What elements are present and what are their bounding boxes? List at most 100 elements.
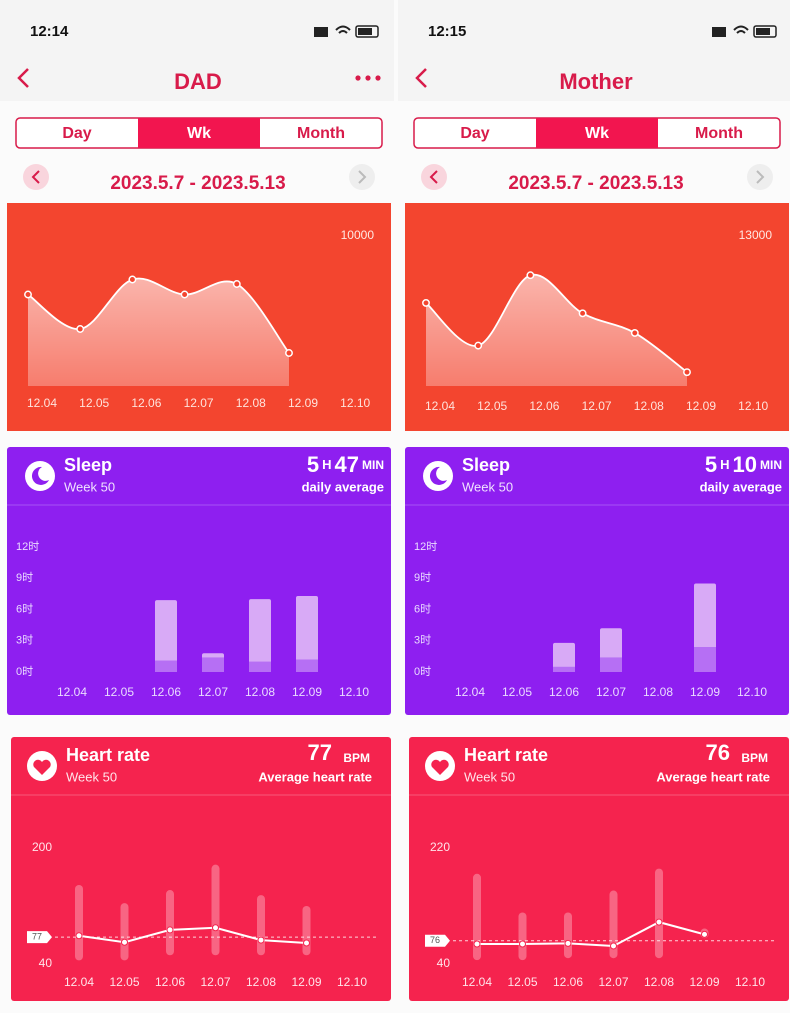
x-tick-label: 12.04 bbox=[57, 685, 87, 699]
x-tick-label: 12.10 bbox=[339, 685, 369, 699]
menu-dot[interactable] bbox=[355, 75, 361, 81]
x-tick-label: 12.10 bbox=[340, 396, 370, 410]
tab-label[interactable]: Wk bbox=[187, 125, 211, 142]
heart-point bbox=[564, 939, 572, 947]
moon-glyph bbox=[31, 466, 49, 485]
x-tick-label: 12.07 bbox=[598, 975, 628, 989]
battery-icon bbox=[753, 25, 777, 38]
x-tick-label: 12.05 bbox=[104, 685, 134, 699]
x-tick-label: 12.07 bbox=[198, 685, 228, 699]
sleep-average-part: 10 bbox=[733, 452, 757, 477]
sleep-bar bbox=[155, 600, 177, 672]
deep-sleep-bar bbox=[694, 647, 716, 672]
deep-sleep-bar bbox=[600, 657, 622, 672]
average-tag-label: 77 bbox=[32, 932, 42, 942]
tab-active[interactable] bbox=[138, 118, 260, 148]
range-bar bbox=[257, 895, 265, 956]
sleep-icon bbox=[25, 461, 55, 491]
heart-unit: BPM bbox=[741, 751, 768, 765]
y-tick-label: 0时 bbox=[414, 665, 431, 678]
heart-point bbox=[303, 939, 310, 947]
sleep-average-part: 47 bbox=[335, 452, 359, 477]
sleep-average-part: 5 bbox=[705, 452, 717, 477]
tab-label[interactable]: Day bbox=[460, 125, 489, 142]
x-tick-label: 12.09 bbox=[689, 975, 719, 989]
heart-note: Average heart rate bbox=[656, 769, 770, 784]
x-tick-label: 12.06 bbox=[155, 975, 185, 989]
x-tick-label: 12.06 bbox=[553, 975, 583, 989]
x-tick-label: 12.06 bbox=[529, 399, 559, 413]
steps-point bbox=[76, 325, 85, 333]
menu-dot[interactable] bbox=[365, 75, 371, 81]
x-tick-label: 12.04 bbox=[64, 975, 94, 989]
sleep-bar bbox=[296, 595, 318, 672]
date-range: 2023.5.7 - 2023.5.13 bbox=[110, 173, 285, 194]
tab-active[interactable] bbox=[536, 118, 658, 148]
average-tag bbox=[27, 931, 52, 944]
heart-average: 77 bbox=[308, 740, 332, 765]
heart-point bbox=[519, 940, 526, 948]
moon-glyph bbox=[429, 466, 447, 485]
next-button[interactable] bbox=[349, 164, 375, 190]
x-tick-label: 12.05 bbox=[502, 685, 532, 699]
steps-point bbox=[683, 368, 691, 377]
y-tick-label: 13000 bbox=[739, 228, 773, 242]
heart-title: Heart rate bbox=[464, 745, 548, 765]
heart-point bbox=[75, 932, 83, 940]
prev-button[interactable] bbox=[421, 164, 447, 190]
next-chevron bbox=[358, 170, 367, 184]
range-bar bbox=[120, 903, 129, 961]
sleep-average-part: MIN bbox=[760, 458, 782, 472]
y-tick-label: 12时 bbox=[414, 540, 437, 553]
steps-card bbox=[405, 203, 789, 431]
wifi-icon bbox=[733, 25, 749, 34]
tab-label[interactable]: Month bbox=[297, 125, 345, 142]
x-tick-label: 12.09 bbox=[686, 399, 716, 413]
sleep-icon bbox=[423, 461, 453, 491]
x-tick-label: 12.09 bbox=[288, 396, 318, 410]
range-bar bbox=[518, 912, 527, 961]
heart-subtitle: Week 50 bbox=[66, 769, 117, 784]
sleep-subtitle: Week 50 bbox=[462, 479, 513, 494]
prev-button[interactable] bbox=[23, 164, 49, 190]
sleep-card bbox=[405, 447, 789, 715]
menu-dot[interactable] bbox=[375, 75, 381, 81]
heart-point bbox=[655, 918, 663, 926]
next-chevron bbox=[756, 170, 765, 184]
tab-label[interactable]: Wk bbox=[585, 125, 609, 142]
range-bar bbox=[564, 912, 572, 959]
sleep-bar bbox=[553, 642, 575, 672]
steps-area bbox=[426, 274, 687, 386]
tab-label[interactable]: Day bbox=[62, 125, 91, 142]
next-button[interactable] bbox=[747, 164, 773, 190]
range-bar bbox=[211, 864, 220, 956]
steps-area bbox=[28, 278, 289, 386]
x-tick-label: 12.07 bbox=[200, 975, 230, 989]
signal-icon bbox=[314, 27, 328, 37]
x-tick-label: 12.04 bbox=[455, 685, 485, 699]
steps-point bbox=[285, 349, 293, 357]
status-time: 12:14 bbox=[30, 23, 69, 40]
tab-label[interactable]: Month bbox=[695, 125, 743, 142]
status-bar bbox=[0, 0, 394, 101]
deep-sleep-bar bbox=[202, 657, 224, 672]
wifi-icon bbox=[335, 25, 351, 34]
x-tick-label: 12.08 bbox=[245, 685, 275, 699]
x-tick-label: 12.08 bbox=[634, 399, 664, 413]
heart-subtitle: Week 50 bbox=[464, 769, 515, 784]
steps-point bbox=[526, 271, 535, 280]
steps-line bbox=[425, 273, 688, 373]
back-button[interactable] bbox=[415, 68, 427, 88]
heart-point bbox=[610, 942, 617, 950]
x-tick-label: 12.07 bbox=[582, 399, 612, 413]
y-tick-label: 9时 bbox=[414, 571, 431, 584]
back-button[interactable] bbox=[17, 68, 29, 88]
x-tick-label: 12.06 bbox=[549, 685, 579, 699]
heart-line bbox=[78, 926, 307, 944]
sleep-title: Sleep bbox=[64, 455, 112, 475]
range-bar bbox=[302, 906, 311, 956]
range-bar bbox=[655, 868, 663, 959]
heart-glyph bbox=[431, 759, 449, 775]
heart-card bbox=[409, 737, 789, 1001]
sleep-bar bbox=[249, 599, 271, 672]
